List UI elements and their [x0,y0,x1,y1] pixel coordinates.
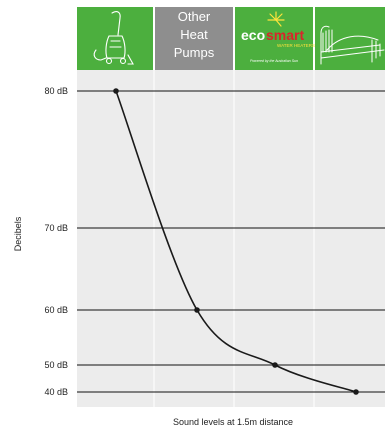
vacuum-cleaner-icon [93,11,134,65]
gridlines [77,90,385,393]
other-heat-pumps-line-1: Other [178,9,211,24]
y-tick-label-70: 70 dB [44,223,68,233]
header-cell-vacuum [77,7,153,70]
data-point-4 [353,389,359,395]
header-row: Other Heat Pumps eco smart WATER HEATERS… [77,7,385,70]
logo-eco: eco [241,27,265,43]
logo-sub: WATER HEATERS [277,43,315,48]
sun-logo-icon [267,11,285,27]
logo-tagline: Powered by the Australian Sun [250,59,298,63]
data-points [113,88,359,395]
ecosmart-logo: eco smart WATER HEATERS Powered by the A… [241,11,315,63]
bed-with-moon-icon [320,10,385,65]
column-separators [153,70,315,407]
y-tick-labels: 80 dB 70 dB 60 dB 50 dB 40 dB [44,86,68,397]
header-cell-other-heat-pumps [155,7,233,70]
data-point-3 [272,362,278,368]
y-tick-label-60: 60 dB [44,305,68,315]
other-heat-pumps-line-3: Pumps [174,45,215,60]
data-point-2 [194,307,200,313]
series-line [115,90,357,393]
other-heat-pumps-line-2: Heat [180,27,208,42]
plot-background [77,70,385,407]
y-tick-label-80: 80 dB [44,86,68,96]
y-tick-label-40: 40 dB [44,387,68,397]
data-point-1 [113,88,119,94]
y-axis-title: Decibels [13,216,23,251]
logo-smart: smart [266,27,304,43]
x-axis-title: Sound levels at 1.5m distance [173,417,293,427]
y-tick-label-50: 50 dB [44,360,68,370]
